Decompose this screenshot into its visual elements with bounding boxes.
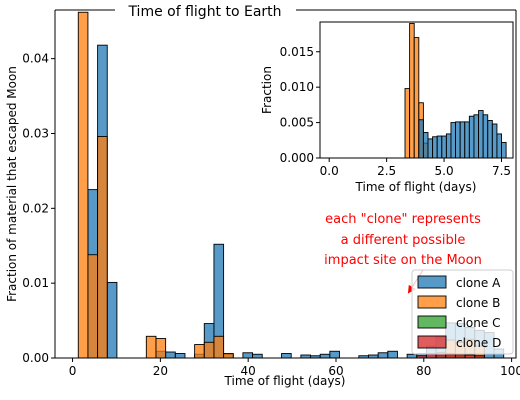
legend-label: clone B — [456, 296, 500, 310]
main-bar — [145, 335, 157, 359]
inset-bar — [464, 121, 470, 159]
main-bar — [203, 341, 215, 359]
inset-y-tick-label: 0.010 — [280, 80, 314, 94]
main-bar — [387, 350, 398, 359]
main-bar — [281, 353, 292, 359]
inset-bar — [432, 136, 438, 159]
inset-y-tick-label: 0.005 — [280, 116, 314, 130]
inset-bar — [501, 141, 507, 159]
inset-x-ticks: 0.0 2.5 5.0 7.5 — [320, 158, 511, 178]
main-x-tick-label: 80 — [416, 364, 431, 378]
main-bar — [242, 352, 254, 359]
inset-bar — [459, 121, 466, 159]
legend-label: clone D — [456, 336, 501, 350]
main-bar — [87, 254, 99, 359]
inset-bar — [478, 110, 484, 159]
annotation-line-2: a different possible — [341, 233, 466, 248]
main-bar — [213, 335, 225, 359]
inset-axes: 0.0 2.5 5.0 7.5 0.000 0.005 0.010 0.015 Time o… — [260, 21, 514, 194]
inset-bar — [496, 133, 502, 159]
inset-bar — [409, 22, 415, 159]
main-y-tick-label: 0.03 — [22, 126, 49, 140]
main-x-tick-label: 100 — [500, 364, 520, 378]
inset-bar — [450, 122, 457, 159]
main-title: Time of flight to Earth — [127, 4, 281, 20]
inset-x-axis-label: Time of flight (days) — [355, 180, 477, 194]
main-bar — [406, 353, 418, 359]
inset-bar — [473, 114, 479, 159]
inset-y-tick-label: 0.000 — [280, 151, 314, 165]
legend-item: clone C — [417, 315, 500, 330]
main-bar — [329, 350, 340, 359]
legend-item: clone D — [417, 335, 501, 350]
inset-y-axis-label: Fraction — [260, 66, 274, 114]
inset-bars — [404, 22, 507, 159]
inset-bar — [422, 132, 429, 159]
inset-x-tick-label: 0.0 — [320, 164, 339, 178]
inset-bar — [455, 121, 461, 159]
main-bar — [223, 353, 234, 359]
legend-item: clone A — [417, 275, 501, 290]
legend-item: clone B — [417, 295, 500, 310]
inset-frame — [319, 21, 514, 159]
main-axes-frame — [54, 10, 517, 359]
inset-bar — [487, 120, 493, 159]
main-y-tick-label: 0.02 — [22, 201, 49, 215]
legend-swatch — [417, 275, 447, 289]
main-bar — [194, 344, 205, 359]
main-bar — [252, 353, 263, 359]
main-bar — [155, 338, 167, 359]
main-bar — [377, 352, 389, 359]
main-bar — [97, 136, 108, 359]
main-x-tick-label: 40 — [241, 364, 256, 378]
legend-swatch — [417, 335, 447, 349]
legend-swatch — [417, 315, 447, 329]
inset-x-tick-label: 2.5 — [377, 164, 396, 178]
main-bar — [174, 353, 186, 359]
legend: clone A clone B clone C clone D — [411, 269, 514, 355]
inset-bar — [418, 119, 424, 159]
main-x-ticks: 0 20 40 60 80 100 — [69, 358, 520, 378]
main-bar — [319, 353, 331, 359]
main-x-tick-label: 20 — [153, 364, 168, 378]
inset-bar — [445, 133, 452, 159]
inset-bar — [491, 123, 498, 159]
main-bar — [454, 353, 466, 359]
inset-y-ticks: 0.000 0.005 0.010 0.015 — [280, 45, 320, 165]
inset-y-tick-label: 0.015 — [280, 45, 314, 59]
inset-bar — [413, 37, 420, 159]
legend-label: clone A — [456, 276, 501, 290]
inset-bar — [404, 88, 411, 159]
inset-bar — [436, 135, 443, 159]
inset-bar — [482, 114, 489, 159]
main-bar — [106, 281, 118, 359]
main-y-tick-label: 0.04 — [22, 52, 49, 66]
main-x-tick-label: 0 — [69, 364, 77, 378]
main-y-ticks: 0.00 0.01 0.02 0.03 0.04 — [22, 52, 55, 365]
inset-x-tick-label: 7.5 — [492, 164, 511, 178]
legend-swatch — [417, 295, 447, 309]
annotation-line-1: each "clone" represents — [325, 212, 481, 227]
main-x-axis-label: Time of flight (days) — [224, 374, 346, 388]
main-y-axis-label: Fraction of material that escaped Moon — [5, 66, 19, 302]
inset-bar — [441, 135, 447, 159]
main-x-tick-label: 60 — [328, 364, 343, 378]
inset-bar — [468, 115, 475, 159]
annotation-line-3: impact site on the Moon — [324, 253, 482, 268]
main-bar — [77, 11, 89, 359]
main-y-tick-label: 0.01 — [22, 276, 49, 290]
inset-bar — [427, 138, 434, 159]
legend-label: clone C — [456, 316, 500, 330]
inset-x-tick-label: 5.0 — [435, 164, 454, 178]
main-y-tick-label: 0.00 — [22, 351, 49, 365]
main-bar — [165, 351, 176, 359]
legend-box — [411, 269, 514, 355]
